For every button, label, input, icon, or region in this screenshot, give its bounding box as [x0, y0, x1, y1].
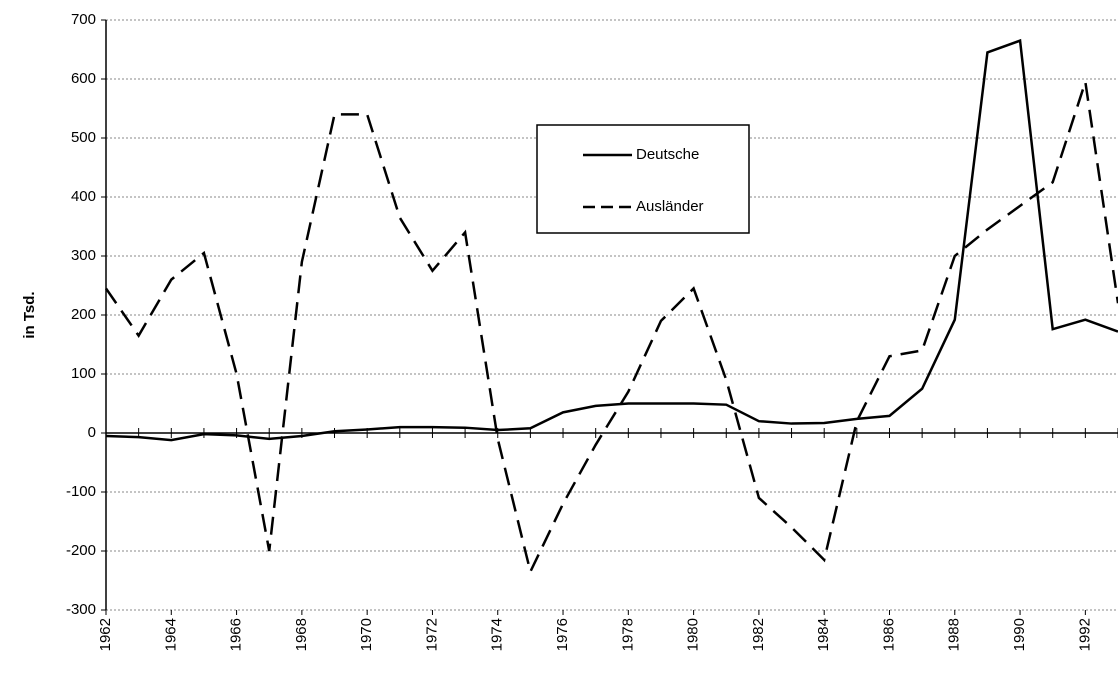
series-line [105, 38, 1118, 442]
x-tick-label: 1988 [946, 618, 963, 651]
y-tick-label: 500 [71, 129, 96, 146]
y-tick-label: 0 [88, 424, 96, 441]
y-tick-label: -100 [66, 483, 96, 500]
x-tick-label: 1980 [685, 618, 702, 651]
x-tick-label: 1968 [293, 618, 310, 651]
x-tick-label: 1972 [423, 618, 440, 651]
y-tick-label: -300 [66, 601, 96, 618]
x-tick-label: 1976 [554, 618, 571, 651]
x-tick-label: 1970 [358, 618, 375, 651]
x-tick-label: 1984 [815, 618, 832, 651]
y-tick-label: 300 [71, 247, 96, 264]
y-tick-label: 100 [71, 365, 96, 382]
x-tick-label: 1966 [228, 618, 245, 651]
x-tick-label: 1974 [489, 618, 506, 651]
y-tick-label: 200 [71, 306, 96, 323]
x-tick-label: 1964 [162, 618, 179, 651]
legend-label: Deutsche [636, 146, 699, 163]
y-tick-label: 400 [71, 188, 96, 205]
x-tick-label: 1962 [97, 618, 114, 651]
y-axis-label: in Tsd. [21, 291, 38, 338]
y-tick-label: -200 [66, 542, 96, 559]
legend-box [536, 124, 750, 234]
x-tick-label: 1992 [1076, 618, 1093, 651]
series-line [104, 81, 1118, 576]
x-tick-label: 1986 [880, 618, 897, 651]
x-tick-label: 1990 [1011, 618, 1028, 651]
legend-label: Ausländer [636, 198, 704, 215]
y-tick-label: 600 [71, 70, 96, 87]
y-tick-label: 700 [71, 11, 96, 28]
x-tick-label: 1982 [750, 618, 767, 651]
x-tick-label: 1978 [619, 618, 636, 651]
